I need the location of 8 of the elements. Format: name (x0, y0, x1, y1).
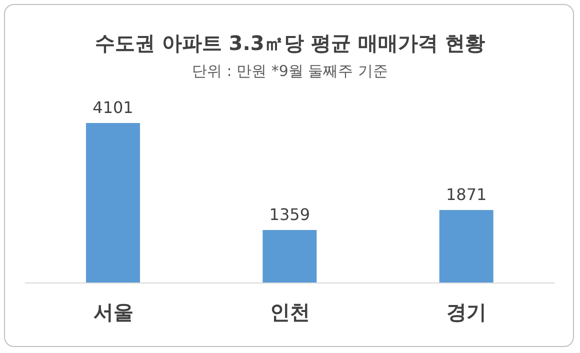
data-label: 1871 (446, 185, 487, 204)
chart-subtitle: 단위 : 만원 *9월 둘째주 기준 (191, 62, 389, 81)
data-label: 1359 (269, 204, 310, 224)
x-tick-label: 인천 (270, 300, 310, 324)
data-label: 4101 (92, 98, 134, 117)
chart-title: 수도권 아파트 3.3㎡당 평균 매매가격 현황 (94, 30, 486, 57)
x-tick-label: 경기 (446, 300, 487, 324)
x-tick-label: 서울 (93, 300, 134, 324)
